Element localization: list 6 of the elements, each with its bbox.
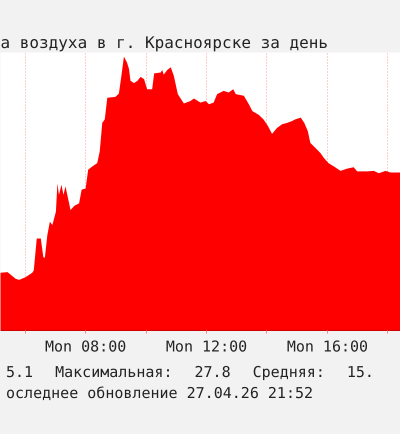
x-tick-label: Mon 08:00 — [45, 338, 126, 356]
text: оследнее обновление 27.04.26 21:52 — [6, 383, 314, 404]
chart-title: а воздуха в г. Красноярске за день — [0, 33, 328, 52]
x-tick-label: Mon 16:00 — [286, 338, 368, 356]
x-tick-label: Mon 12:00 — [166, 338, 248, 356]
text: 5.1 Максимальная: 27.8 Средняя: 15. — [6, 363, 374, 381]
